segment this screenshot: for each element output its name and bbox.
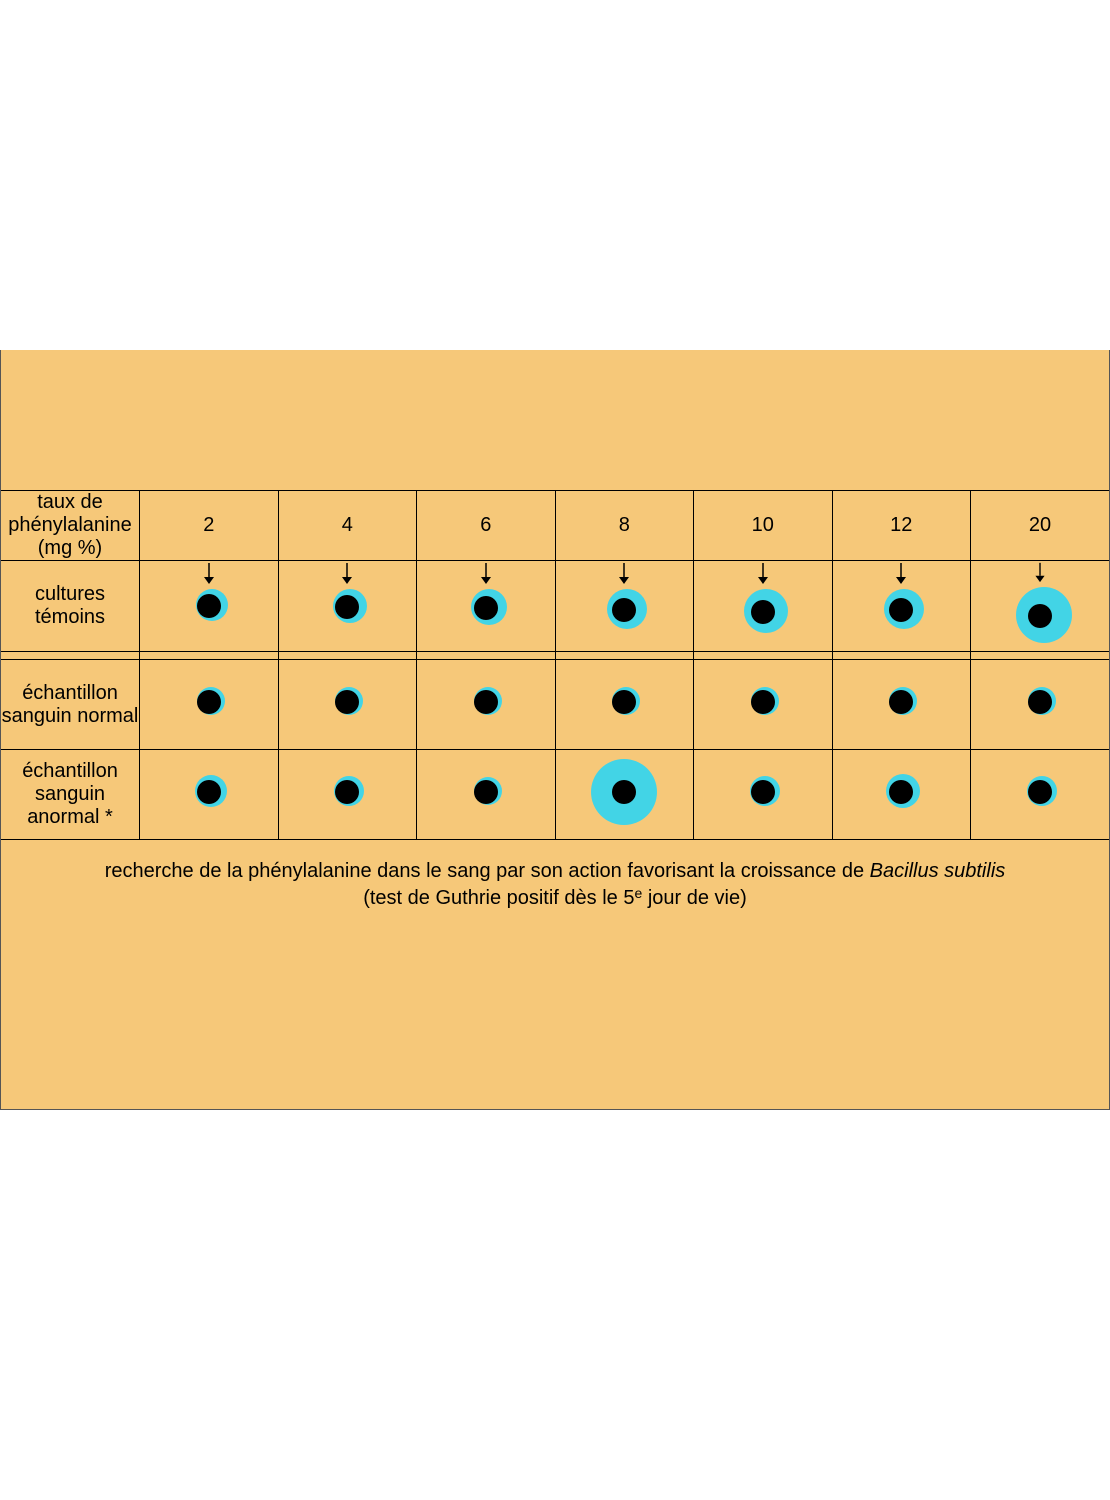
sample-dot (474, 690, 498, 714)
control-cell (140, 561, 279, 652)
sample-cell (555, 660, 694, 750)
sample-dot (889, 598, 913, 622)
sample-cell (832, 660, 971, 750)
sample-dot (889, 690, 913, 714)
row-label: échantillon sanguin anormal * (1, 750, 140, 840)
caption-line2: (test de Guthrie positif dès le 5e jour … (363, 887, 747, 909)
sample-dot (335, 595, 359, 619)
col-header: 4 (278, 491, 417, 561)
header-label: taux de phénylalanine (mg %) (1, 491, 140, 561)
down-arrow-icon (753, 561, 773, 586)
sample-cell (417, 660, 556, 750)
sample-dot (612, 690, 636, 714)
row-label: cultures témoins (1, 561, 140, 652)
sample-dot (197, 780, 221, 804)
down-arrow-icon (1030, 561, 1050, 584)
control-cell (832, 561, 971, 652)
sample-cell (417, 750, 556, 840)
sample-dot (612, 780, 636, 804)
col-header: 8 (555, 491, 694, 561)
control-cell (278, 561, 417, 652)
col-header: 20 (971, 491, 1110, 561)
caption: recherche de la phénylalanine dans le sa… (1, 858, 1109, 912)
sample-dot (751, 600, 775, 624)
sample-cell (555, 750, 694, 840)
sample-cell (278, 660, 417, 750)
control-cell (417, 561, 556, 652)
sample-cell (140, 750, 279, 840)
sample-dot (1028, 604, 1052, 628)
down-arrow-icon (337, 561, 357, 586)
sample-dot (474, 596, 498, 620)
sample-dot (474, 780, 498, 804)
sample-dot (335, 780, 359, 804)
sample-cell (694, 660, 833, 750)
guthrie-panel: taux de phénylalanine (mg %)2468101220 cu… (0, 350, 1110, 1110)
down-arrow-icon (614, 561, 634, 586)
col-header: 6 (417, 491, 556, 561)
control-cell (555, 561, 694, 652)
sample-cell (140, 660, 279, 750)
control-cell (694, 561, 833, 652)
sample-dot (197, 690, 221, 714)
control-cell (971, 561, 1110, 652)
down-arrow-icon (199, 561, 219, 586)
sample-dot (335, 690, 359, 714)
sample-cell (832, 750, 971, 840)
sample-dot (197, 594, 221, 618)
down-arrow-icon (891, 561, 911, 586)
down-arrow-icon (476, 561, 496, 586)
row-label: échantillon sanguin normal (1, 660, 140, 750)
sample-cell (971, 660, 1110, 750)
sample-cell (971, 750, 1110, 840)
col-header: 12 (832, 491, 971, 561)
guthrie-table: taux de phénylalanine (mg %)2468101220 cu… (1, 490, 1109, 840)
sample-dot (889, 780, 913, 804)
sample-dot (751, 780, 775, 804)
sample-dot (1028, 690, 1052, 714)
sample-cell (694, 750, 833, 840)
sample-dot (1028, 780, 1052, 804)
caption-line1: recherche de la phénylalanine dans le sa… (105, 860, 1006, 882)
sample-cell (278, 750, 417, 840)
col-header: 2 (140, 491, 279, 561)
sample-dot (612, 598, 636, 622)
col-header: 10 (694, 491, 833, 561)
sample-dot (751, 690, 775, 714)
